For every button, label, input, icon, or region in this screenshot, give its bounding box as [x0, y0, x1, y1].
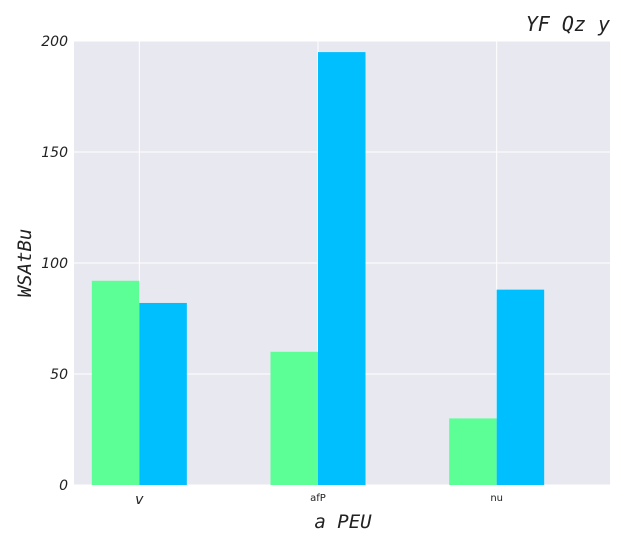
y-tick-label: 0 — [59, 478, 68, 494]
y-tick-label: 100 — [41, 256, 68, 272]
bar-series-2-afP — [318, 52, 366, 485]
y-tick-label: 150 — [41, 145, 68, 161]
bars — [91, 52, 545, 485]
bar-series-2-nu — [496, 289, 545, 485]
bar-series-2-v — [139, 302, 187, 485]
x-tick-label: v — [135, 492, 144, 508]
x-tick-label: afP — [310, 493, 326, 504]
y-axis-title: WSAtBu — [14, 229, 36, 298]
y-tick-label: 200 — [41, 34, 68, 50]
bar-series-1-afP — [270, 351, 318, 485]
x-axis-title: a PEU — [314, 511, 372, 533]
y-tick-labels: 0 50 100 150 200 — [41, 34, 68, 494]
x-tick-labels: v afP nu — [135, 492, 503, 508]
bar-series-1-nu — [449, 418, 497, 485]
y-tick-label: 50 — [50, 367, 68, 383]
bar-series-1-v — [91, 280, 140, 485]
chart-title: YF Qz y — [526, 12, 610, 36]
x-tick-label: nu — [490, 493, 503, 504]
